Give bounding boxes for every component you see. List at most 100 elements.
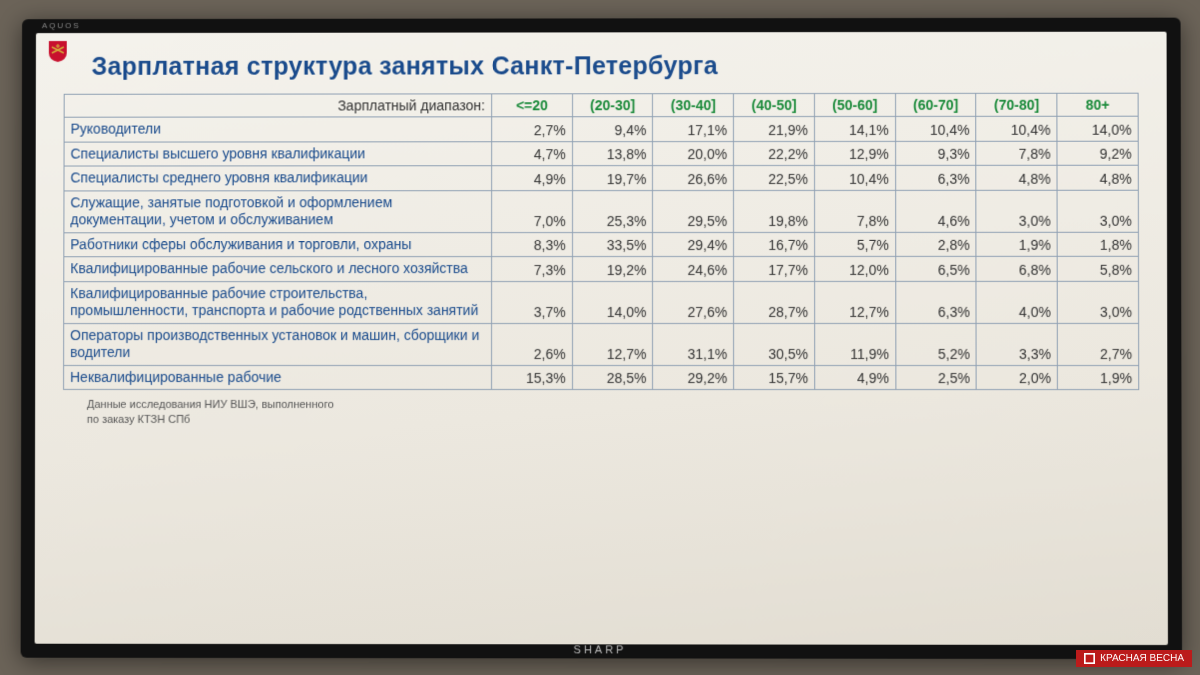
- table-cell: 31,1%: [653, 322, 734, 364]
- table-cell: 17,1%: [653, 116, 734, 141]
- table-row: Квалифицированные рабочие сельского и ле…: [64, 256, 1139, 281]
- table-cell: 19,8%: [734, 189, 815, 231]
- table-cell: 22,5%: [734, 165, 815, 190]
- tv-frame: AQUOS Зарплатная структура занятых Санкт…: [21, 17, 1182, 658]
- table-cell: 29,2%: [653, 365, 734, 390]
- table-cell: 13,8%: [572, 141, 653, 166]
- table-cell: 5,7%: [815, 231, 896, 256]
- table-cell: 33,5%: [572, 232, 653, 257]
- table-cell: 12,9%: [814, 140, 895, 165]
- row-label: Неквалифицированные рабочие: [64, 364, 492, 389]
- table-row: Специалисты среднего уровня квалификации…: [64, 165, 1138, 190]
- table-cell: 3,7%: [492, 281, 573, 323]
- table-cell: 14,0%: [572, 280, 653, 322]
- tv-model-label: AQUOS: [42, 21, 81, 30]
- table-cell: 2,7%: [492, 116, 573, 141]
- table-cell: 2,7%: [1058, 322, 1139, 364]
- table-cell: 22,2%: [734, 140, 815, 165]
- table-cell: 5,8%: [1057, 256, 1138, 281]
- table-cell: 28,7%: [734, 280, 815, 322]
- table-cell: 6,3%: [896, 280, 977, 322]
- salary-structure-table: Зарплатный диапазон: <=20 (20-30] (30-40…: [63, 92, 1139, 389]
- table-cell: 6,3%: [895, 165, 976, 190]
- row-label: Квалифицированные рабочие сельского и ле…: [64, 256, 492, 281]
- source-line-2: по заказу КТЗН СПб: [87, 412, 1139, 427]
- table-cell: 4,8%: [976, 165, 1057, 190]
- table-cell: 2,8%: [895, 231, 976, 256]
- table-cell: 4,6%: [895, 189, 976, 231]
- row-label: Руководители: [64, 116, 492, 141]
- table-cell: 7,0%: [492, 190, 573, 232]
- row-label: Специалисты среднего уровня квалификации: [64, 165, 492, 190]
- table-cell: 4,0%: [976, 280, 1057, 322]
- col-5: (60-70]: [895, 93, 976, 116]
- table-cell: 7,8%: [976, 140, 1057, 165]
- row-label: Специалисты высшего уровня квалификации: [64, 141, 492, 166]
- table-row: Работники сферы обслуживания и торговли,…: [64, 231, 1139, 256]
- table-cell: 3,0%: [976, 189, 1057, 231]
- table-cell: 1,9%: [976, 231, 1057, 256]
- table-cell: 25,3%: [572, 190, 653, 232]
- table-cell: 1,9%: [1058, 365, 1139, 390]
- table-cell: 4,8%: [1057, 165, 1138, 190]
- slide-title: Зарплатная структура занятых Санкт-Петер…: [92, 51, 1139, 81]
- table-cell: 11,9%: [815, 322, 896, 364]
- table-cell: 4,9%: [815, 365, 896, 390]
- presentation-slide: Зарплатная структура занятых Санкт-Петер…: [35, 31, 1168, 644]
- table-row: Операторы производственных установок и м…: [64, 322, 1139, 364]
- col-3: (40-50]: [734, 93, 815, 116]
- table-cell: 19,2%: [572, 256, 653, 281]
- col-4: (50-60]: [814, 93, 895, 116]
- watermark-icon: [1084, 653, 1095, 664]
- table-cell: 14,0%: [1057, 116, 1138, 141]
- table-cell: 9,3%: [895, 140, 976, 165]
- table-cell: 19,7%: [572, 165, 653, 190]
- table-cell: 12,7%: [572, 322, 653, 364]
- tv-brand-label: SHARP: [574, 644, 627, 656]
- table-cell: 27,6%: [653, 280, 734, 322]
- table-cell: 1,8%: [1057, 231, 1138, 256]
- table-cell: 15,3%: [492, 364, 573, 389]
- table-cell: 12,7%: [815, 280, 896, 322]
- table-cell: 10,4%: [895, 116, 976, 141]
- table-cell: 30,5%: [734, 322, 815, 364]
- table-cell: 16,7%: [734, 231, 815, 256]
- table-row: Неквалифицированные рабочие15,3%28,5%29,…: [64, 364, 1139, 389]
- table-cell: 29,5%: [653, 190, 734, 232]
- row-label: Квалифицированные рабочие строительства,…: [64, 281, 492, 323]
- table-cell: 7,3%: [492, 256, 573, 281]
- table-cell: 10,4%: [976, 116, 1057, 141]
- table-cell: 6,5%: [895, 256, 976, 281]
- col-2: (30-40]: [653, 93, 734, 116]
- row-label: Служащие, занятые подготовкой и оформлен…: [64, 190, 492, 232]
- table-cell: 5,2%: [896, 322, 977, 364]
- data-source-note: Данные исследования НИУ ВШЭ, выполненног…: [87, 397, 1139, 427]
- table-cell: 12,0%: [815, 256, 896, 281]
- table-cell: 8,3%: [492, 232, 573, 257]
- table-row: Руководители2,7%9,4%17,1%21,9%14,1%10,4%…: [64, 116, 1138, 141]
- table-cell: 21,9%: [734, 116, 815, 141]
- col-6: (70-80]: [976, 93, 1057, 116]
- spb-coat-of-arms-icon: [46, 39, 70, 63]
- table-cell: 14,1%: [814, 116, 895, 141]
- table-cell: 3,3%: [977, 322, 1058, 364]
- source-watermark: КРАСНАЯ ВЕСНА: [1076, 650, 1192, 667]
- table-cell: 9,2%: [1057, 140, 1138, 165]
- table-cell: 2,5%: [896, 365, 977, 390]
- table-cell: 26,6%: [653, 165, 734, 190]
- table-cell: 4,7%: [492, 141, 573, 166]
- table-cell: 3,0%: [1057, 189, 1138, 231]
- table-cell: 28,5%: [572, 365, 653, 390]
- table-cell: 24,6%: [653, 256, 734, 281]
- col-0: <=20: [492, 93, 573, 116]
- table-cell: 3,0%: [1057, 280, 1138, 322]
- row-label: Работники сферы обслуживания и торговли,…: [64, 232, 492, 257]
- table-cell: 15,7%: [734, 365, 815, 390]
- table-row: Специалисты высшего уровня квалификации4…: [64, 140, 1138, 165]
- row-label: Операторы производственных установок и м…: [64, 323, 492, 365]
- table-row: Квалифицированные рабочие строительства,…: [64, 280, 1139, 322]
- table-cell: 2,0%: [977, 365, 1058, 390]
- table-cell: 9,4%: [572, 116, 653, 141]
- table-cell: 20,0%: [653, 141, 734, 166]
- table-row: Служащие, занятые подготовкой и оформлен…: [64, 189, 1139, 232]
